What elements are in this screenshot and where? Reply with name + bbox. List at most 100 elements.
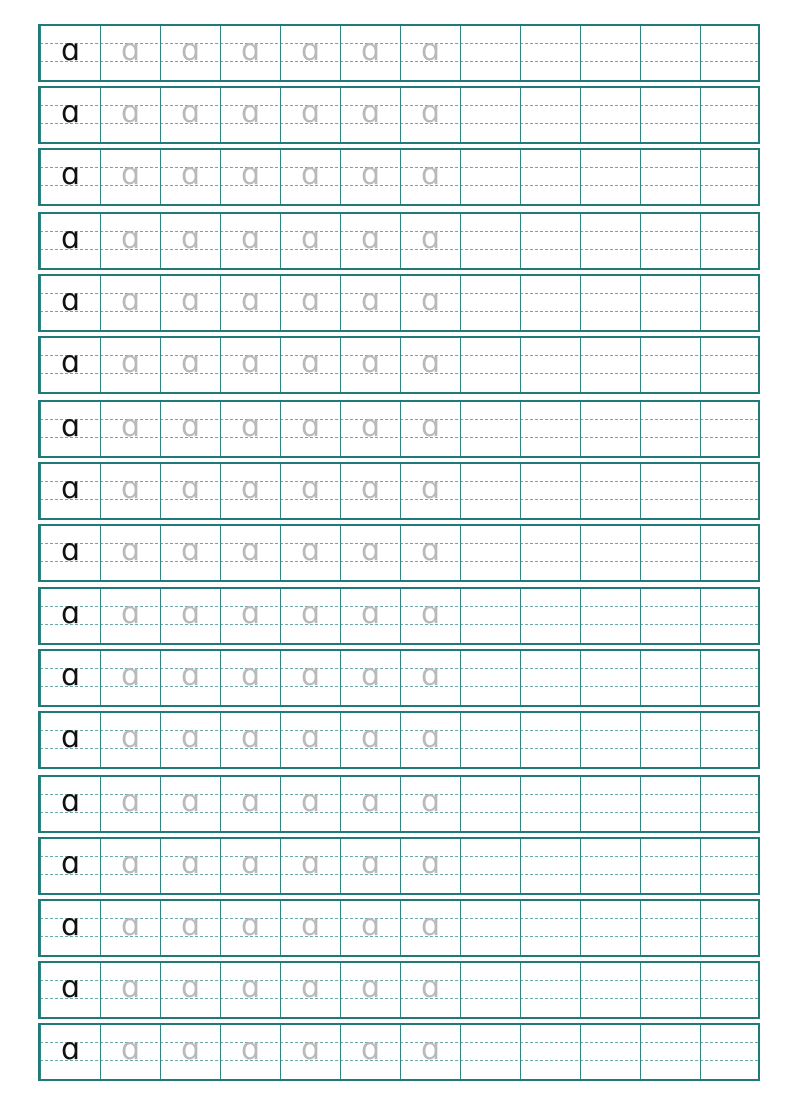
writing-cell[interactable]: ɑ <box>340 777 400 831</box>
writing-cell[interactable]: ɑ <box>340 338 400 392</box>
writing-cell[interactable] <box>460 88 520 142</box>
writing-cell[interactable] <box>640 839 700 893</box>
writing-cell[interactable] <box>640 777 700 831</box>
writing-cell[interactable] <box>460 589 520 643</box>
writing-cell[interactable] <box>700 713 760 767</box>
writing-cell[interactable]: ɑ <box>160 651 220 705</box>
writing-cell[interactable]: ɑ <box>400 839 460 893</box>
writing-cell[interactable]: ɑ <box>100 589 160 643</box>
writing-cell[interactable] <box>640 150 700 204</box>
writing-cell[interactable]: ɑ <box>220 777 280 831</box>
writing-cell[interactable] <box>700 150 760 204</box>
writing-cell[interactable]: ɑ <box>280 1025 340 1079</box>
writing-cell[interactable]: ɑ <box>220 839 280 893</box>
writing-cell[interactable] <box>700 1025 760 1079</box>
writing-cell[interactable]: ɑ <box>160 26 220 80</box>
writing-cell[interactable] <box>700 651 760 705</box>
writing-cell[interactable]: ɑ <box>400 338 460 392</box>
writing-cell[interactable] <box>580 839 640 893</box>
writing-cell[interactable] <box>640 526 700 580</box>
writing-cell[interactable]: ɑ <box>340 464 400 518</box>
writing-cell[interactable]: ɑ <box>340 526 400 580</box>
writing-cell[interactable] <box>520 402 580 456</box>
writing-cell[interactable]: ɑ <box>100 526 160 580</box>
writing-cell[interactable] <box>520 839 580 893</box>
writing-cell[interactable]: ɑ <box>100 338 160 392</box>
writing-cell[interactable]: ɑ <box>100 713 160 767</box>
writing-cell[interactable] <box>460 901 520 955</box>
writing-cell[interactable]: ɑ <box>100 88 160 142</box>
writing-cell[interactable]: ɑ <box>220 713 280 767</box>
writing-cell[interactable]: ɑ <box>100 150 160 204</box>
writing-cell[interactable]: ɑ <box>340 839 400 893</box>
writing-cell[interactable]: ɑ <box>160 777 220 831</box>
writing-cell[interactable] <box>580 26 640 80</box>
writing-cell[interactable] <box>460 402 520 456</box>
writing-cell[interactable]: ɑ <box>400 26 460 80</box>
writing-cell[interactable] <box>640 589 700 643</box>
writing-cell[interactable]: ɑ <box>340 26 400 80</box>
writing-cell[interactable]: ɑ <box>40 150 100 204</box>
writing-cell[interactable]: ɑ <box>340 651 400 705</box>
writing-cell[interactable]: ɑ <box>160 464 220 518</box>
writing-cell[interactable] <box>520 589 580 643</box>
writing-cell[interactable] <box>580 589 640 643</box>
writing-cell[interactable] <box>580 901 640 955</box>
writing-cell[interactable] <box>700 214 760 268</box>
writing-cell[interactable]: ɑ <box>100 26 160 80</box>
writing-cell[interactable] <box>580 526 640 580</box>
writing-cell[interactable] <box>460 464 520 518</box>
writing-cell[interactable]: ɑ <box>280 402 340 456</box>
writing-cell[interactable]: ɑ <box>220 402 280 456</box>
writing-cell[interactable]: ɑ <box>340 402 400 456</box>
writing-cell[interactable]: ɑ <box>160 901 220 955</box>
writing-cell[interactable]: ɑ <box>160 276 220 330</box>
writing-cell[interactable] <box>640 651 700 705</box>
writing-cell[interactable]: ɑ <box>280 777 340 831</box>
writing-cell[interactable] <box>640 88 700 142</box>
writing-cell[interactable]: ɑ <box>280 464 340 518</box>
writing-cell[interactable] <box>580 963 640 1017</box>
writing-cell[interactable]: ɑ <box>40 713 100 767</box>
writing-cell[interactable]: ɑ <box>40 589 100 643</box>
writing-cell[interactable]: ɑ <box>340 276 400 330</box>
writing-cell[interactable] <box>700 402 760 456</box>
writing-cell[interactable]: ɑ <box>340 1025 400 1079</box>
writing-cell[interactable]: ɑ <box>220 214 280 268</box>
writing-cell[interactable]: ɑ <box>280 713 340 767</box>
writing-cell[interactable] <box>520 651 580 705</box>
writing-cell[interactable] <box>580 150 640 204</box>
writing-cell[interactable]: ɑ <box>40 651 100 705</box>
writing-cell[interactable]: ɑ <box>160 713 220 767</box>
writing-cell[interactable]: ɑ <box>220 464 280 518</box>
writing-cell[interactable] <box>460 713 520 767</box>
writing-cell[interactable] <box>640 963 700 1017</box>
writing-cell[interactable] <box>460 963 520 1017</box>
writing-cell[interactable] <box>640 276 700 330</box>
writing-cell[interactable] <box>640 1025 700 1079</box>
writing-cell[interactable] <box>520 963 580 1017</box>
writing-cell[interactable]: ɑ <box>40 901 100 955</box>
writing-cell[interactable] <box>640 464 700 518</box>
writing-cell[interactable]: ɑ <box>40 276 100 330</box>
writing-cell[interactable]: ɑ <box>400 526 460 580</box>
writing-cell[interactable]: ɑ <box>40 26 100 80</box>
writing-cell[interactable]: ɑ <box>400 150 460 204</box>
writing-cell[interactable]: ɑ <box>220 338 280 392</box>
writing-cell[interactable] <box>460 150 520 204</box>
writing-cell[interactable]: ɑ <box>100 464 160 518</box>
writing-cell[interactable] <box>520 526 580 580</box>
writing-cell[interactable] <box>520 276 580 330</box>
writing-cell[interactable] <box>700 777 760 831</box>
writing-cell[interactable]: ɑ <box>40 464 100 518</box>
writing-cell[interactable]: ɑ <box>40 338 100 392</box>
writing-cell[interactable]: ɑ <box>340 589 400 643</box>
writing-cell[interactable]: ɑ <box>400 963 460 1017</box>
writing-cell[interactable]: ɑ <box>280 651 340 705</box>
writing-cell[interactable]: ɑ <box>40 88 100 142</box>
writing-cell[interactable]: ɑ <box>220 589 280 643</box>
writing-cell[interactable]: ɑ <box>280 276 340 330</box>
writing-cell[interactable]: ɑ <box>220 150 280 204</box>
writing-cell[interactable] <box>640 26 700 80</box>
writing-cell[interactable] <box>520 338 580 392</box>
